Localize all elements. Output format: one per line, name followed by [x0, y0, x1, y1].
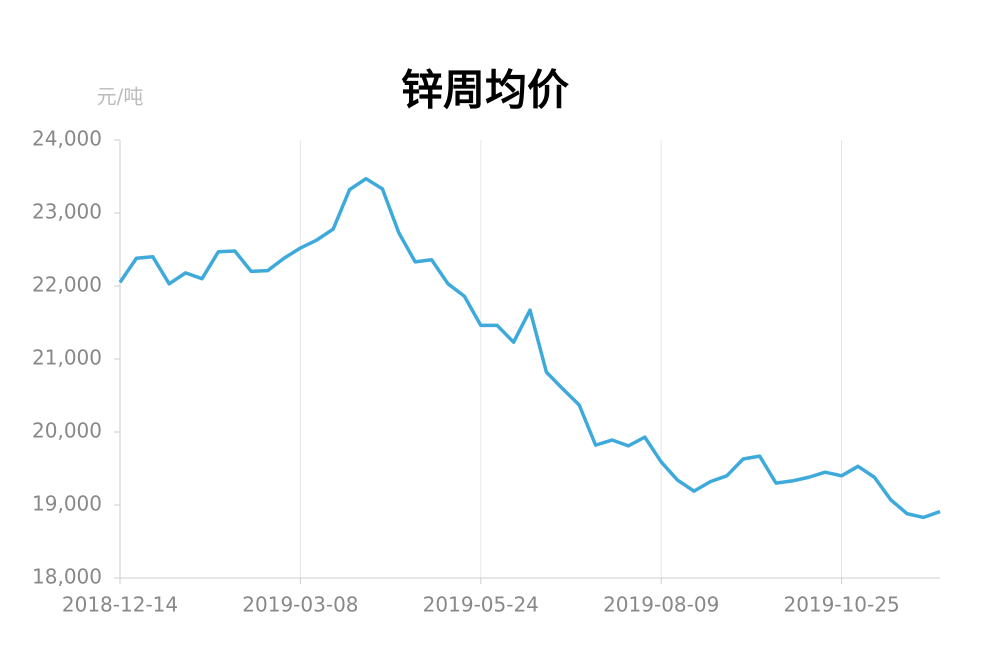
x-tick-label: 2019-08-09 — [603, 593, 719, 617]
x-tick-label: 2019-10-25 — [783, 593, 899, 617]
line — [118, 176, 941, 520]
y-tick-label: 24,000 — [32, 127, 102, 151]
chart-title: 锌周均价 — [401, 66, 569, 115]
y-tick-label: 19,000 — [32, 492, 102, 516]
x-tick-label: 2019-05-24 — [423, 593, 539, 617]
y-tick-label: 21,000 — [32, 346, 102, 370]
y-tick-label: 23,000 — [32, 200, 102, 224]
y-tick-label: 22,000 — [32, 273, 102, 297]
y-unit: 元/吨 — [97, 85, 144, 109]
x-tick-label: 2018-12-14 — [62, 593, 178, 617]
y-tick-label: 20,000 — [32, 419, 102, 443]
x-tick-label: 2019-03-08 — [242, 593, 358, 617]
y-tick-label: 18,000 — [32, 565, 102, 589]
